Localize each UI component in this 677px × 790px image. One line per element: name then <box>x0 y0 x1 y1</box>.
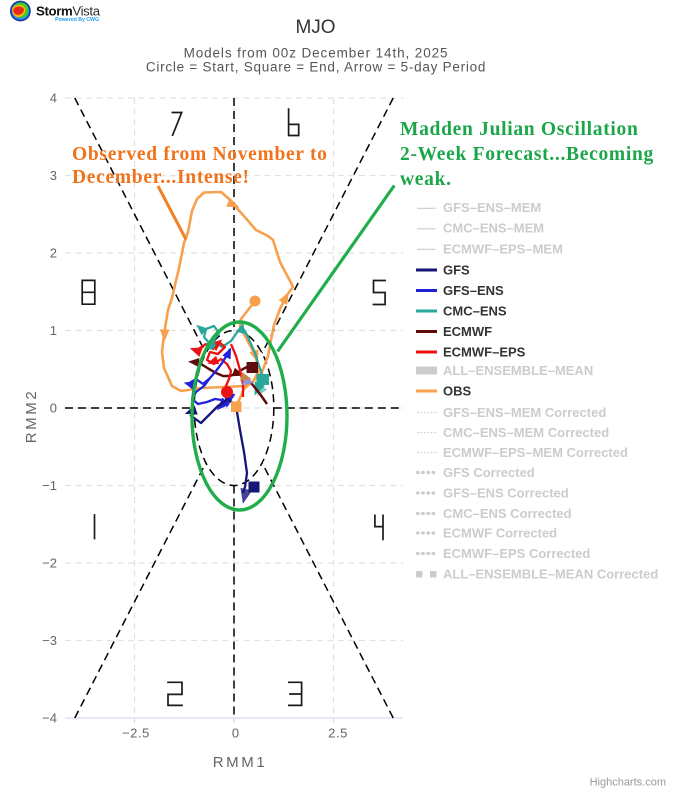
svg-text:1: 1 <box>50 323 57 338</box>
svg-text:ALL–ENSEMBLE–MEAN Corrected: ALL–ENSEMBLE–MEAN Corrected <box>443 567 658 582</box>
svg-text:Powered By CWG: Powered By CWG <box>55 17 99 23</box>
svg-text:December...Intense!: December...Intense! <box>72 167 250 188</box>
svg-text:ECMWF–EPS–MEM: ECMWF–EPS–MEM <box>443 242 563 257</box>
svg-text:−1: −1 <box>42 478 57 493</box>
svg-text:weak.: weak. <box>400 169 452 190</box>
svg-text:CMC–ENS Corrected: CMC–ENS Corrected <box>443 506 572 521</box>
svg-text:ECMWF: ECMWF <box>443 324 492 339</box>
svg-text:Madden Julian Oscillation: Madden Julian Oscillation <box>400 119 639 140</box>
svg-text:0: 0 <box>50 401 57 416</box>
svg-text:ALL–ENSEMBLE–MEAN: ALL–ENSEMBLE–MEAN <box>443 363 593 378</box>
svg-text:ECMWF–EPS Corrected: ECMWF–EPS Corrected <box>443 546 590 561</box>
svg-text:GFS–ENS–MEM Corrected: GFS–ENS–MEM Corrected <box>443 405 606 420</box>
svg-text:−2.5: −2.5 <box>122 726 150 741</box>
svg-text:ECMWF Corrected: ECMWF Corrected <box>443 526 557 541</box>
svg-text:CMC–ENS: CMC–ENS <box>443 304 507 319</box>
svg-text:GFS–ENS: GFS–ENS <box>443 283 504 298</box>
svg-text:ECMWF–EPS: ECMWF–EPS <box>443 345 526 360</box>
svg-text:3: 3 <box>50 168 57 183</box>
svg-text:ECMWF–EPS–MEM Corrected: ECMWF–EPS–MEM Corrected <box>443 445 628 460</box>
svg-text:−3: −3 <box>42 633 57 648</box>
svg-text:GFS Corrected: GFS Corrected <box>443 465 535 480</box>
svg-text:2-Week Forecast...Becoming: 2-Week Forecast...Becoming <box>400 144 654 165</box>
svg-text:Highcharts.com: Highcharts.com <box>590 777 666 789</box>
svg-text:−4: −4 <box>42 711 57 726</box>
svg-text:MJO: MJO <box>295 17 335 38</box>
svg-text:Models from 00z December 14th,: Models from 00z December 14th, 2025 <box>184 46 449 61</box>
svg-text:OBS: OBS <box>443 384 472 399</box>
svg-text:4: 4 <box>50 91 57 106</box>
svg-text:GFS: GFS <box>443 263 470 278</box>
svg-text:Circle = Start, Square = End,: Circle = Start, Square = End, Arrow = 5-… <box>146 60 486 75</box>
svg-text:RMM1: RMM1 <box>213 754 268 771</box>
svg-text:CMC–ENS–MEM: CMC–ENS–MEM <box>443 221 544 236</box>
svg-text:RMM2: RMM2 <box>23 389 40 444</box>
svg-text:2: 2 <box>50 246 57 261</box>
svg-text:StormVista: StormVista <box>36 4 101 19</box>
svg-text:0: 0 <box>232 726 239 741</box>
svg-text:−2: −2 <box>42 556 57 571</box>
svg-text:GFS–ENS–MEM: GFS–ENS–MEM <box>443 200 541 215</box>
svg-text:GFS–ENS Corrected: GFS–ENS Corrected <box>443 486 569 501</box>
svg-text:Observed from November to: Observed from November to <box>72 144 328 165</box>
svg-text:CMC–ENS–MEM Corrected: CMC–ENS–MEM Corrected <box>443 425 609 440</box>
svg-text:2.5: 2.5 <box>328 726 348 741</box>
